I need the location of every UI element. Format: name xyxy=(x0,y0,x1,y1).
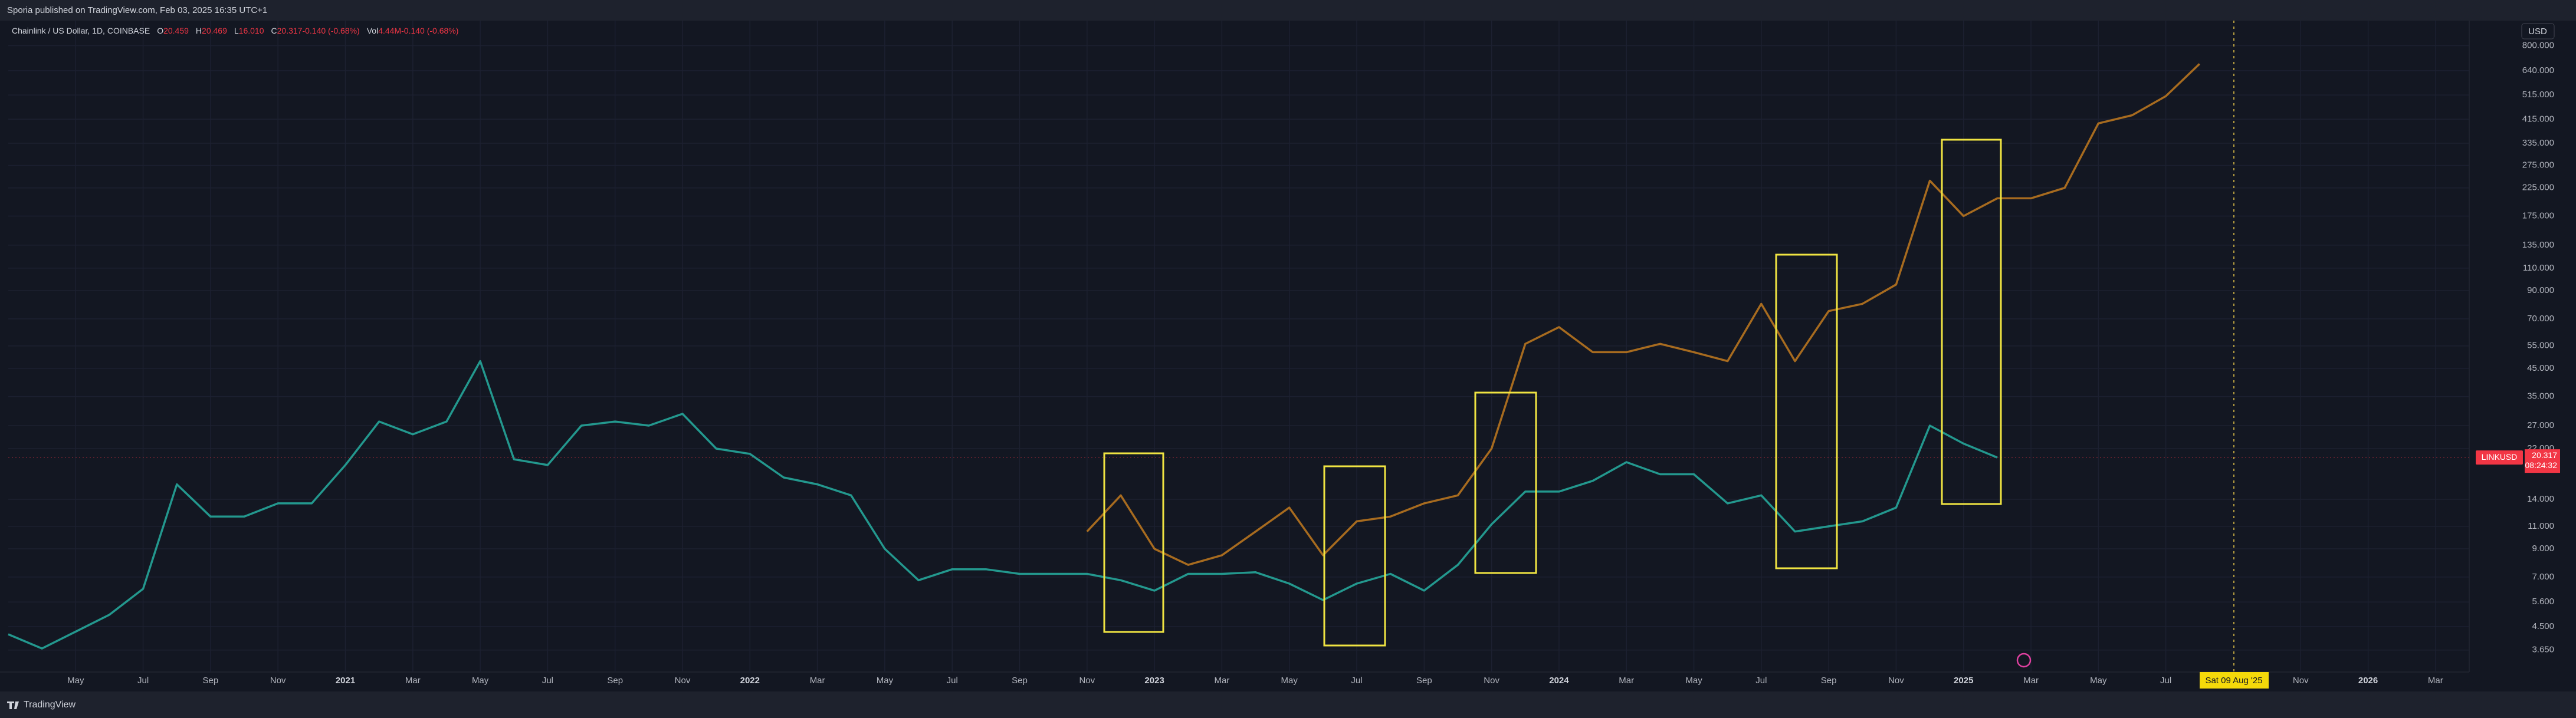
y-tick-label: 7.000 xyxy=(2532,572,2554,582)
legend-key: L xyxy=(234,26,239,35)
x-tick-label: Jul xyxy=(1755,676,1767,686)
y-tick-label: 70.000 xyxy=(2527,314,2554,324)
y-tick-label: 515.000 xyxy=(2522,90,2554,100)
x-tick-label: May xyxy=(1685,676,1702,686)
y-tick-label: 135.000 xyxy=(2522,240,2554,250)
x-tick-label: Mar xyxy=(810,676,825,686)
x-tick-label: 2024 xyxy=(1549,676,1569,686)
footer-brand: TradingView xyxy=(24,700,76,710)
x-tick-label: May xyxy=(67,676,84,686)
x-tick-label: Nov xyxy=(1079,676,1095,686)
y-tick-label: 175.000 xyxy=(2522,211,2554,221)
y-tick-label: 335.000 xyxy=(2522,138,2554,148)
legend-key: Vol xyxy=(367,26,378,35)
currency-button[interactable] xyxy=(2521,23,2555,39)
annotation-box xyxy=(1941,139,2002,505)
x-tick-label: 2026 xyxy=(2358,676,2378,686)
x-tick-label: Sep xyxy=(203,676,219,686)
x-tick-label: Sep xyxy=(1821,676,1837,686)
crosshair-label-bg xyxy=(2200,672,2269,689)
x-tick-label: Nov xyxy=(1888,676,1904,686)
top-bar xyxy=(0,0,2576,21)
legend-value: -0.140 (-0.68%) xyxy=(401,26,458,35)
y-tick-label: 225.000 xyxy=(2522,183,2554,193)
y-tick-label: 11.000 xyxy=(2528,521,2554,531)
event-icon xyxy=(2016,653,2032,668)
logo xyxy=(7,701,19,709)
x-tick-label: Jul xyxy=(2160,676,2171,686)
x-tick-label: 2025 xyxy=(1954,676,1973,686)
last-price-value: 20.317 xyxy=(2532,450,2557,460)
annotation-box xyxy=(1323,465,1386,647)
y-tick-label: 110.000 xyxy=(2523,263,2554,273)
y-tick-label: 90.000 xyxy=(2527,285,2554,295)
y-tick-label: 35.000 xyxy=(2527,391,2554,401)
x-tick-label: Sep xyxy=(1416,676,1432,686)
price-axis xyxy=(2469,21,2576,693)
price-line xyxy=(8,360,1998,650)
header-title: Sporia published on TradingView.com, Feb… xyxy=(7,5,267,15)
y-tick-label: 55.000 xyxy=(2527,341,2554,351)
annotation-boxes xyxy=(1103,139,2002,647)
legend-value: 4.44M xyxy=(378,26,401,35)
x-tick-label: 2022 xyxy=(740,676,760,686)
y-tick-label: 275.000 xyxy=(2522,160,2554,170)
annotation-box xyxy=(1775,253,1838,569)
y-tick-label: 4.500 xyxy=(2532,621,2554,631)
x-tick-label: Sep xyxy=(1012,676,1028,686)
plot xyxy=(8,21,2469,672)
y-tick-label: 9.000 xyxy=(2532,544,2554,554)
x-tick-label: May xyxy=(472,676,489,686)
y-tick-label: 45.000 xyxy=(2527,363,2554,373)
x-tick-label: Jul xyxy=(137,676,149,686)
legend-value: 20.459 xyxy=(163,26,189,35)
y-tick-label: 640.000 xyxy=(2522,65,2554,75)
x-tick-label: Mar xyxy=(1619,676,1634,686)
legend-key: H xyxy=(196,26,202,35)
last-price-tag xyxy=(2476,450,2523,465)
x-tick-label: May xyxy=(1281,676,1298,686)
last-price-box xyxy=(2525,449,2560,473)
x-tick-label: Mar xyxy=(1215,676,1230,686)
annotation-box xyxy=(1103,452,1164,633)
x-tick-label: Nov xyxy=(2293,676,2309,686)
y-tick-label: 27.000 xyxy=(2527,420,2554,430)
legend-key: C xyxy=(271,26,277,35)
legend-value: -0.140 (-0.68%) xyxy=(302,26,359,35)
y-tick-label: 14.000 xyxy=(2527,494,2554,504)
y-tick-label: 5.600 xyxy=(2532,597,2554,607)
x-tick-label: Mar xyxy=(405,676,421,686)
legend-symbol: Chainlink / US Dollar, 1D, COINBASE xyxy=(12,26,150,35)
x-tick-label: 2021 xyxy=(336,676,355,686)
x-tick-label: 2023 xyxy=(1144,676,1164,686)
bottom-bar xyxy=(0,691,2576,718)
y-tick-label: 415.000 xyxy=(2522,114,2554,124)
legend: Chainlink / US Dollar, 1D, COINBASE O20.4… xyxy=(12,26,458,35)
x-tick-label: Nov xyxy=(675,676,691,686)
x-tick-label: Jul xyxy=(1351,676,1362,686)
crosshair-label: Sat 09 Aug '25 xyxy=(2205,676,2262,686)
x-tick-label: Sep xyxy=(607,676,623,686)
last-price-countdown: 08:24:32 xyxy=(2525,460,2558,470)
y-tick-label: 3.650 xyxy=(2532,645,2554,655)
price-line xyxy=(1086,63,2201,566)
x-tick-label: May xyxy=(2090,676,2107,686)
last-price-symbol: LINKUSD xyxy=(2482,452,2518,462)
x-tick-label: Nov xyxy=(270,676,286,686)
legend-value: 20.317 xyxy=(277,26,303,35)
x-tick-label: Mar xyxy=(2428,676,2443,686)
currency: USD xyxy=(2528,27,2547,37)
x-tick-label: Jul xyxy=(947,676,958,686)
x-tick-label: Jul xyxy=(542,676,553,686)
annotation-box xyxy=(1474,391,1537,574)
x-tick-label: May xyxy=(877,676,894,686)
legend-value: 20.469 xyxy=(202,26,227,35)
x-tick-label: Mar xyxy=(2023,676,2039,686)
legend-key: O xyxy=(157,26,163,35)
x-tick-label: Nov xyxy=(1484,676,1499,686)
y-tick-label: 800.000 xyxy=(2522,40,2554,50)
legend-value: 16.010 xyxy=(239,26,264,35)
